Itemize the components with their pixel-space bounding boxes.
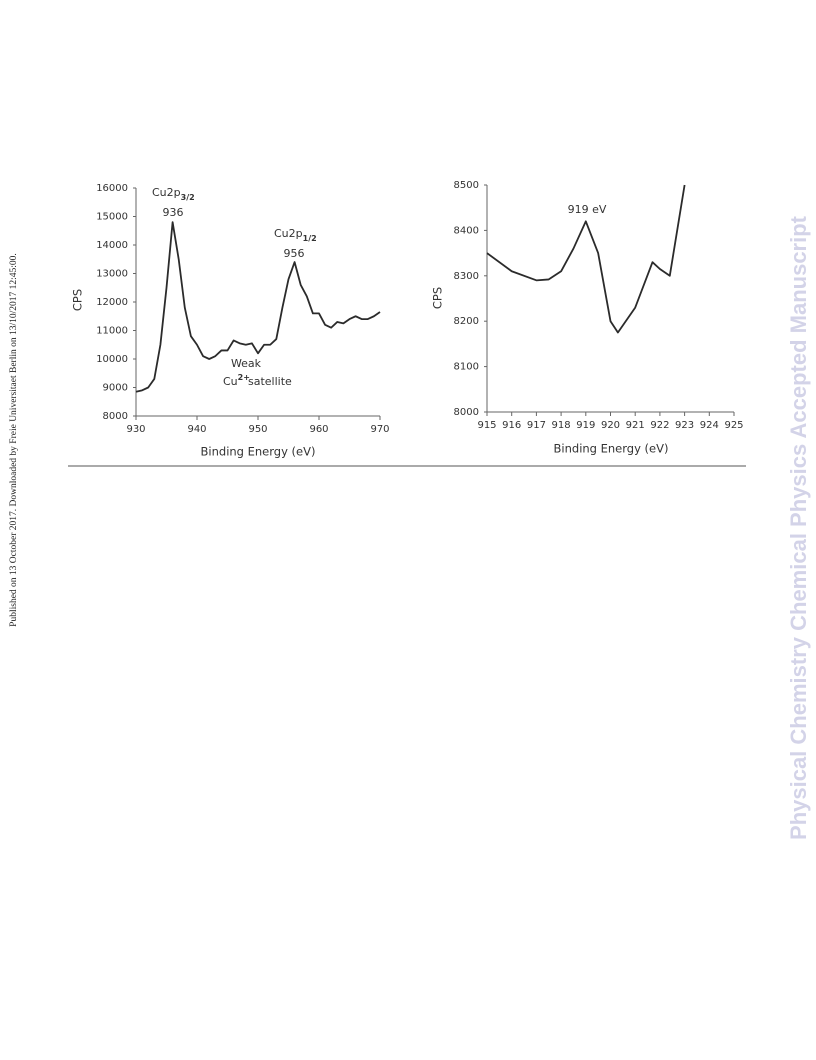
y-tick-label: 14000 bbox=[96, 240, 128, 251]
x-tick-label: 960 bbox=[309, 424, 328, 435]
x-tick-label: 940 bbox=[187, 424, 206, 435]
y-tick-label: 8300 bbox=[454, 271, 479, 282]
annotation-text: Cu2p bbox=[274, 227, 303, 240]
x-tick-label: 921 bbox=[626, 420, 645, 431]
annotation: Weak bbox=[231, 357, 262, 370]
annotation-subscript: 1/2 bbox=[303, 234, 317, 243]
x-tick-label: 915 bbox=[477, 420, 496, 431]
y-tick-label: 8500 bbox=[454, 180, 479, 191]
y-tick-label: 8400 bbox=[454, 225, 479, 236]
y-tick-label: 8200 bbox=[454, 316, 479, 327]
y-tick-label: 13000 bbox=[96, 269, 128, 280]
annotation: Cu2+ bbox=[223, 373, 250, 389]
y-tick-label: 12000 bbox=[96, 297, 128, 308]
watermark: Physical Chemistry Chemical Physics Acce… bbox=[786, 215, 811, 840]
x-axis-label: Binding Energy (eV) bbox=[554, 442, 669, 456]
annotation-text: 956 bbox=[284, 247, 305, 260]
annotation: Cu2p3/2 bbox=[152, 186, 195, 202]
annotation: 956 bbox=[284, 247, 305, 260]
x-axis-label: Binding Energy (eV) bbox=[201, 445, 316, 459]
annotation-text: 919 eV bbox=[568, 203, 607, 216]
x-tick-label: 923 bbox=[675, 420, 694, 431]
annotation: 936 bbox=[163, 206, 184, 219]
annotation-text: Weak bbox=[231, 357, 262, 370]
y-tick-label: 8000 bbox=[103, 411, 128, 422]
annotation-subscript: 3/2 bbox=[181, 193, 195, 202]
x-tick-label: 970 bbox=[370, 424, 389, 435]
y-tick-label: 8000 bbox=[454, 407, 479, 418]
x-tick-label: 925 bbox=[724, 420, 743, 431]
x-tick-label: 916 bbox=[502, 420, 521, 431]
annotation: Cu2p1/2 bbox=[274, 227, 317, 243]
x-tick-label: 930 bbox=[126, 424, 145, 435]
data-line bbox=[486, 184, 686, 334]
annotation-superscript: 2+ bbox=[238, 373, 250, 382]
y-tick-label: 15000 bbox=[96, 212, 128, 223]
x-tick-label: 920 bbox=[601, 420, 620, 431]
y-tick-label: 10000 bbox=[96, 354, 128, 365]
annotation-text: Cu bbox=[223, 375, 238, 388]
x-tick-label: 924 bbox=[700, 420, 719, 431]
x-tick-label: 950 bbox=[248, 424, 267, 435]
y-tick-label: 9000 bbox=[103, 383, 128, 394]
y-tick-label: 8100 bbox=[454, 362, 479, 373]
y-axis-label: CPS bbox=[71, 289, 85, 311]
x-tick-label: 922 bbox=[650, 420, 669, 431]
annotation: satellite bbox=[248, 375, 292, 388]
x-tick-label: 917 bbox=[527, 420, 546, 431]
annotation-text: Cu2p bbox=[152, 186, 181, 199]
annotation: 919 eV bbox=[568, 203, 607, 216]
x-tick-label: 918 bbox=[552, 420, 571, 431]
x-tick-label: 919 bbox=[576, 420, 595, 431]
annotation-text: satellite bbox=[248, 375, 292, 388]
annotation-text: 936 bbox=[163, 206, 184, 219]
y-tick-label: 11000 bbox=[96, 326, 128, 337]
y-axis-label: CPS bbox=[431, 287, 445, 309]
side-note: Published on 13 October 2017. Downloaded… bbox=[9, 253, 19, 627]
data-line bbox=[135, 221, 381, 393]
y-tick-label: 16000 bbox=[96, 183, 128, 194]
